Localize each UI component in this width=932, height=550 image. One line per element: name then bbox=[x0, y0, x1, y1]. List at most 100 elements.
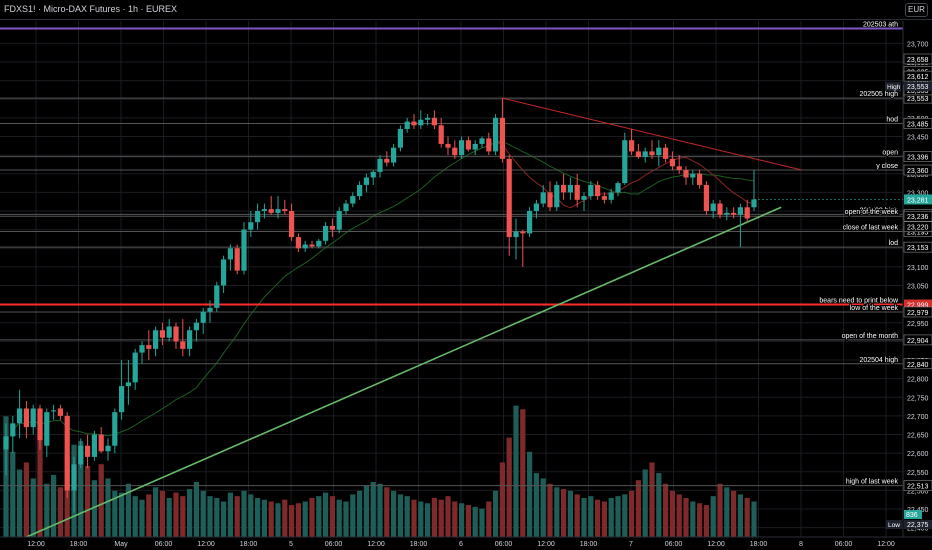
volume-bar bbox=[132, 496, 138, 537]
candle-body bbox=[57, 408, 63, 416]
candle bbox=[452, 140, 458, 159]
volume-bar bbox=[85, 466, 91, 537]
volume-bar bbox=[268, 501, 274, 537]
candle bbox=[105, 438, 111, 461]
candle bbox=[309, 240, 315, 249]
volume-bar bbox=[459, 503, 465, 537]
level-price-box bbox=[903, 334, 932, 346]
volume-bar bbox=[221, 501, 227, 537]
candle-body bbox=[10, 423, 16, 437]
candle-body bbox=[397, 129, 403, 148]
candle-body bbox=[656, 147, 662, 156]
candle bbox=[547, 181, 553, 212]
price-tick-label: 22,600 bbox=[907, 451, 929, 458]
volume-bar bbox=[731, 490, 737, 537]
currency-button[interactable]: EUR bbox=[905, 3, 928, 17]
candle-body bbox=[214, 285, 220, 308]
candle-body bbox=[30, 408, 36, 428]
candle-body bbox=[744, 207, 750, 219]
candle bbox=[608, 188, 614, 204]
candle bbox=[193, 319, 199, 342]
candle bbox=[588, 181, 594, 200]
candle bbox=[438, 117, 444, 148]
candle bbox=[629, 129, 635, 156]
candle bbox=[737, 203, 743, 248]
symbol-title[interactable]: FDXS1! · Micro-DAX Futures · 1h · EUREX bbox=[4, 4, 178, 14]
volume-bar bbox=[187, 489, 193, 537]
level-price-box bbox=[903, 118, 932, 129]
volume-bar bbox=[629, 490, 635, 537]
candle bbox=[384, 151, 390, 167]
candle-body bbox=[384, 158, 390, 163]
candle-body bbox=[166, 326, 172, 338]
candle bbox=[554, 181, 560, 212]
moving-average-line bbox=[12, 140, 755, 437]
current-price-label: 23,281 bbox=[907, 197, 929, 204]
candle-body bbox=[91, 434, 97, 457]
high-marker-label: High bbox=[887, 84, 901, 91]
time-tick-label: 12:00 bbox=[537, 541, 555, 548]
candle bbox=[642, 147, 648, 163]
candle bbox=[241, 222, 247, 275]
price-tick-label: 23,450 bbox=[907, 134, 929, 141]
candle bbox=[676, 155, 682, 174]
volume-bar bbox=[214, 497, 220, 537]
candle bbox=[649, 140, 655, 159]
volume-bar bbox=[234, 496, 240, 537]
volume-bar bbox=[282, 499, 288, 537]
candle bbox=[37, 404, 43, 450]
candle bbox=[635, 143, 641, 159]
candle-body bbox=[581, 196, 587, 200]
candle-body bbox=[683, 170, 689, 178]
extra-price-label: 23,612 bbox=[907, 74, 929, 81]
candle bbox=[221, 255, 227, 293]
time-tick-label: 6 bbox=[459, 541, 463, 548]
level-label: open bbox=[882, 150, 898, 157]
candle-body bbox=[44, 412, 50, 446]
candle bbox=[710, 199, 716, 219]
candle bbox=[78, 438, 84, 469]
volume-bar bbox=[302, 501, 308, 537]
price-tick-label: 23,600 bbox=[907, 79, 929, 86]
volume-bar bbox=[669, 490, 675, 537]
candle bbox=[717, 199, 723, 219]
price-tick-label: 22,550 bbox=[907, 470, 929, 477]
candle bbox=[656, 140, 662, 167]
level-label: bears need to print below bbox=[819, 298, 899, 305]
candle-body bbox=[295, 237, 301, 249]
volume-bar bbox=[581, 497, 587, 537]
volume-bar bbox=[153, 487, 159, 537]
candle-body bbox=[261, 209, 267, 212]
time-tick-label: 12:00 bbox=[877, 541, 895, 548]
volume-bar bbox=[316, 496, 322, 537]
high-price-label: 23,553 bbox=[907, 84, 929, 91]
candle-body bbox=[350, 196, 356, 204]
level-price-box bbox=[903, 164, 932, 176]
candle-body bbox=[588, 184, 594, 197]
candle bbox=[506, 155, 512, 256]
level-price-label: 23,195 bbox=[907, 229, 929, 236]
volume-bar bbox=[506, 437, 512, 537]
volume-bar bbox=[295, 503, 301, 537]
price-levels: 202503 ath 202505 high hod open y close 20250… bbox=[0, 20, 903, 487]
candle bbox=[57, 404, 63, 420]
price-tick-label: 23,300 bbox=[907, 190, 929, 197]
candle bbox=[159, 322, 165, 346]
level-label: high of last week bbox=[846, 479, 899, 486]
candle-body bbox=[425, 117, 431, 120]
volume-bar bbox=[724, 487, 730, 537]
volume-bar bbox=[472, 506, 478, 537]
candle-body bbox=[547, 192, 553, 208]
current-price-box bbox=[904, 194, 932, 205]
candle bbox=[513, 218, 519, 260]
candle-body bbox=[533, 203, 539, 212]
volume-bar bbox=[486, 501, 492, 537]
volume-bar bbox=[445, 496, 451, 537]
volume-bar bbox=[146, 494, 152, 537]
candle-body bbox=[153, 330, 159, 349]
volume-bar bbox=[30, 478, 36, 537]
volume-bar bbox=[615, 496, 621, 537]
level-price-box bbox=[903, 480, 932, 491]
